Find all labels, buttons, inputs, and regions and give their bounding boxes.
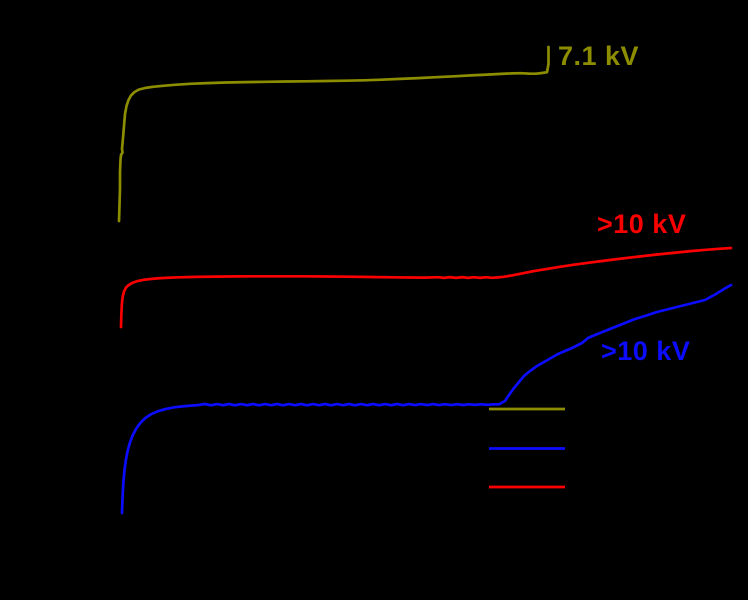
- annotation-blue-gt10kv: >10 kV: [601, 336, 691, 366]
- annotation-red-gt10kv: >10 kV: [597, 209, 687, 239]
- annotation-olive-7-1kv: 7.1 kV: [558, 41, 640, 71]
- olive-curve-7.1kV: [117, 45, 550, 223]
- red-curve-gt10kV: [119, 246, 733, 329]
- blue-curve-gt10kV: [120, 283, 733, 515]
